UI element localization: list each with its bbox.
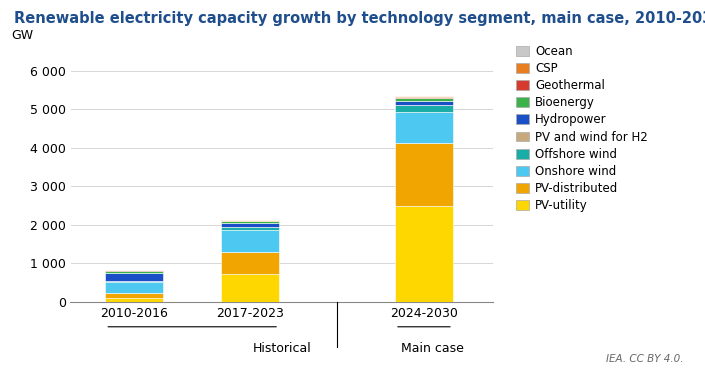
Bar xyxy=(395,97,453,99)
Bar xyxy=(395,143,453,205)
Legend: Ocean, CSP, Geothermal, Bioenergy, Hydropower, PV and wind for H2, Offshore wind: Ocean, CSP, Geothermal, Bioenergy, Hydro… xyxy=(516,45,648,212)
Bar xyxy=(221,252,279,274)
Bar xyxy=(221,274,279,302)
Bar xyxy=(105,270,164,271)
Bar xyxy=(221,220,279,221)
Bar xyxy=(395,101,453,105)
Text: Renewable electricity capacity growth by technology segment, main case, 2010-203: Renewable electricity capacity growth by… xyxy=(14,11,705,26)
Text: Historical: Historical xyxy=(252,342,312,355)
Text: Main case: Main case xyxy=(400,342,464,355)
Bar xyxy=(221,223,279,227)
Bar xyxy=(395,105,453,112)
Bar xyxy=(221,227,279,230)
Bar xyxy=(221,230,279,252)
Bar xyxy=(105,297,164,302)
Bar xyxy=(105,271,164,273)
Bar xyxy=(395,99,453,101)
Text: IEA. CC BY 4.0.: IEA. CC BY 4.0. xyxy=(606,354,684,364)
Bar xyxy=(395,96,453,97)
Bar xyxy=(105,282,164,293)
Bar xyxy=(105,273,164,281)
Bar xyxy=(395,112,453,143)
Bar xyxy=(221,221,279,223)
Bar xyxy=(395,205,453,302)
Bar xyxy=(105,293,164,297)
Bar xyxy=(105,281,164,282)
Text: GW: GW xyxy=(11,28,33,42)
